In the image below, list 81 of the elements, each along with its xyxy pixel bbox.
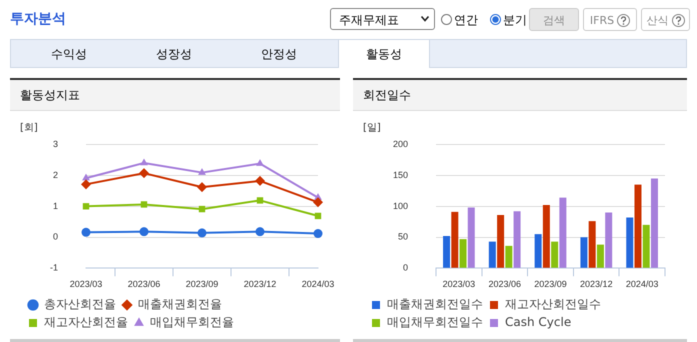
point [82,228,91,237]
y-axis-title: [일] [363,122,381,134]
text: 산식 [646,14,668,27]
text: 검색 [543,14,565,27]
point [139,168,149,178]
y-tick-label: 0 [52,232,58,242]
y-axis-title: [회] [20,122,38,134]
chart-title: 활동성지표 [10,80,340,111]
bar [451,212,458,268]
text: IFRS [590,14,614,27]
y-tick-label: 2 [52,170,58,180]
bar [497,214,504,268]
point [256,197,264,204]
y-tick-label: 150 [392,170,408,180]
legend-label: 매입채무회전일수 [387,315,483,330]
bar [559,198,566,268]
x-tick-label: 2023/06 [128,279,160,290]
bar [551,242,558,268]
legend-label: 매출채권회전일수 [387,297,483,312]
point [197,182,207,192]
point [82,174,90,180]
point [314,212,322,220]
text: 연간 [454,12,478,29]
point [140,227,148,236]
point [255,176,265,186]
x-tick-label: 2023/09 [186,279,218,290]
x-tick-label: 2023/09 [534,279,567,290]
point [82,203,90,210]
bar [605,212,612,268]
text: 분기 [503,12,527,29]
legend-label: Cash Cycle [505,315,572,330]
y-tick-label: 0 [403,262,408,273]
bar [642,224,650,268]
bar [580,237,588,268]
point [198,168,206,175]
y-tick-label: 100 [392,200,408,211]
point [198,228,206,238]
chart-title: 회전일수 [353,80,687,111]
bar [460,239,467,268]
y-tick-label: 200 [392,138,408,149]
bar [542,205,550,268]
bar [534,234,542,268]
bar [514,211,521,268]
bar [505,246,512,268]
x-tick-label: 2024/03 [626,279,658,290]
text: 주재무제표 [330,8,435,30]
x-tick-label: 2023/06 [488,279,521,290]
bar [634,184,642,268]
x-tick-label: 2023/03 [442,279,476,290]
point [256,227,264,236]
x-tick-label: 2024/03 [302,279,334,290]
x-tick-label: 2023/12 [244,279,276,290]
bar [626,217,634,268]
bar [596,244,604,268]
point [140,158,148,166]
bar [650,178,658,268]
y-tick-label: 50 [398,232,408,242]
point [313,197,323,208]
bar [443,236,450,268]
legend-label: 총자산회전율 [44,297,116,312]
y-tick-label: 3 [52,138,58,149]
legend-label: 재고자산회전일수 [505,297,601,312]
legend-label: 매출채권회전율 [138,297,222,312]
point [198,206,206,212]
point [81,179,92,190]
text: 수익성 [50,46,88,63]
point [256,159,264,166]
text: 투자분석 [10,10,66,28]
text: 안정성 [260,46,298,63]
y-tick-label: -1 [50,262,58,273]
text: 활동성 [338,39,430,68]
legend-label: 재고자산회전율 [44,315,128,330]
bar [588,221,596,268]
legend-label: 매입채무회전율 [150,315,234,330]
point [314,229,322,238]
y-tick-label: 1 [52,200,58,211]
bar [468,208,475,268]
x-tick-label: 2023/03 [70,279,102,290]
bar [488,242,496,268]
text: 성장성 [155,46,193,63]
x-tick-label: 2023/12 [580,279,613,290]
